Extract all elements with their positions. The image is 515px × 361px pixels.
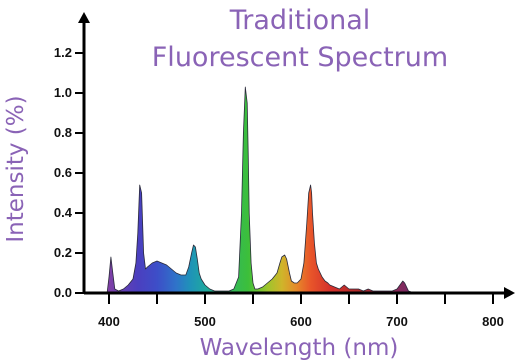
ticks-layer: 400 500 600 700 800 0.0 0.2 0.4 0.6 0.8 1.0 1.2	[54, 45, 504, 329]
y-axis-arrow	[78, 12, 90, 23]
axes-layer	[78, 12, 515, 299]
x-tick-label-500: 500	[194, 314, 216, 329]
y-tick-label-5: 1.0	[54, 85, 72, 100]
x-tick-label-700: 700	[386, 314, 408, 329]
y-axis-title: Intensity (%)	[3, 95, 29, 242]
chart-title-line-1: Traditional	[229, 5, 371, 36]
chart-title-line-2: Fluorescent Spectrum	[152, 42, 448, 73]
y-tick-label-2: 0.4	[54, 205, 73, 220]
x-tick-label-600: 600	[290, 314, 312, 329]
y-tick-label-1: 0.2	[54, 245, 72, 260]
spectrum-layer	[106, 86, 417, 294]
y-tick-label-0: 0.0	[54, 285, 72, 300]
y-tick-label-4: 0.8	[54, 125, 72, 140]
y-tick-label-3: 0.6	[54, 165, 72, 180]
spectrum-area	[106, 86, 417, 294]
x-tick-label-800: 800	[482, 314, 504, 329]
x-tick-label-400: 400	[98, 314, 120, 329]
x-axis-title: Wavelength (nm)	[200, 335, 399, 361]
y-tick-label-6: 1.2	[54, 45, 72, 60]
x-axis-arrow	[504, 287, 515, 299]
